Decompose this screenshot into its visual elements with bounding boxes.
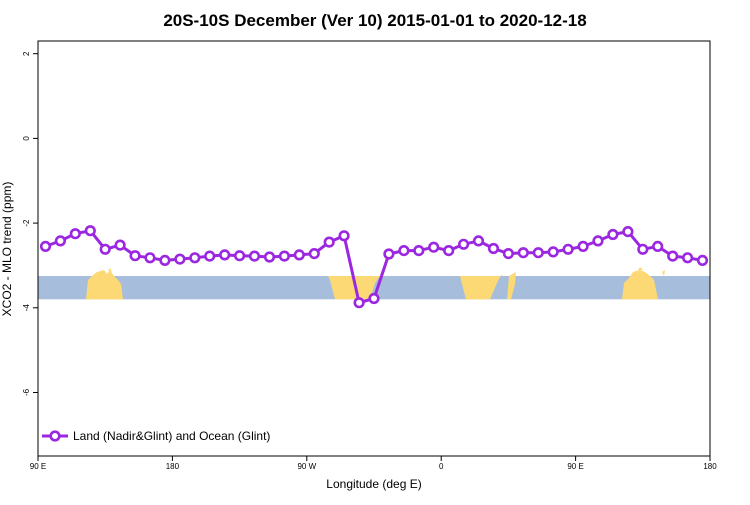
- data-point: [472, 235, 485, 247]
- data-point: [99, 243, 111, 255]
- data-point: [547, 246, 559, 258]
- data-point: [353, 297, 365, 309]
- data-point: [383, 248, 395, 260]
- data-point: [413, 245, 425, 257]
- land-shape: [460, 275, 503, 300]
- data-point: [219, 249, 231, 261]
- plot-frame: [37, 40, 711, 457]
- y-tick-label: -6: [22, 388, 31, 396]
- legend-label: Land (Nadir&Glint) and Ocean (Glint): [73, 429, 270, 443]
- data-point: [487, 242, 500, 255]
- x-tick-label: 180: [703, 462, 717, 471]
- y-tick-label: -2: [22, 219, 31, 227]
- y-tick-label: 2: [22, 51, 31, 56]
- ocean-band: [38, 276, 710, 300]
- data-point: [637, 243, 649, 255]
- chart-title: 20S-10S December (Ver 10) 2015-01-01 to …: [163, 11, 586, 30]
- y-axis: 2 0 -2 -4 -6: [22, 51, 38, 396]
- legend-marker-swatch: [49, 430, 61, 442]
- x-tick-label: 90 E: [30, 462, 46, 471]
- data-point: [502, 248, 515, 260]
- data-point: [174, 253, 186, 265]
- data-point: [622, 226, 634, 238]
- data-point: [308, 248, 320, 260]
- data-point: [696, 254, 709, 267]
- data-point: [443, 245, 455, 257]
- data-point: [577, 240, 589, 252]
- land-shape: [507, 272, 516, 300]
- data-point: [592, 235, 604, 247]
- x-axis: 90 E 180 90 W 0 90 E 180: [30, 456, 717, 471]
- data-point: [278, 250, 291, 262]
- data-point: [234, 250, 246, 262]
- y-tick-label: 0: [22, 136, 31, 141]
- data-point: [428, 241, 440, 253]
- x-axis-label: Longitude (deg E): [326, 477, 421, 491]
- data-point: [681, 252, 694, 264]
- y-tick-label: -4: [22, 304, 31, 312]
- y-axis-label: XCO2 - MLO trend (ppm): [0, 182, 14, 317]
- legend: Land (Nadir&Glint) and Ocean (Glint): [42, 429, 270, 443]
- land-shape: [622, 270, 658, 300]
- data-point: [189, 252, 201, 264]
- data-point: [458, 238, 470, 250]
- data-point: [667, 250, 679, 262]
- data-point: [607, 228, 619, 241]
- data-point: [159, 254, 171, 267]
- data-point: [84, 225, 96, 237]
- data-point: [517, 247, 529, 259]
- data-point: [54, 235, 67, 247]
- data-point: [69, 228, 81, 240]
- data-point: [652, 240, 664, 252]
- data-point: [562, 243, 574, 255]
- x-tick-label: 90 E: [567, 462, 583, 471]
- x-tick-label: 0: [439, 462, 444, 471]
- data-point: [532, 247, 544, 259]
- land-shape: [86, 270, 123, 300]
- data-point: [129, 250, 141, 262]
- data-point: [39, 240, 52, 252]
- land-shape: [108, 268, 112, 272]
- data-point: [293, 249, 305, 261]
- land-shape: [638, 267, 643, 270]
- data-point: [398, 245, 410, 257]
- land-shape: [662, 270, 665, 276]
- x-tick-label: 90 W: [297, 462, 316, 471]
- data-point: [263, 251, 276, 263]
- data-point: [323, 236, 335, 248]
- data-point: [204, 250, 216, 262]
- series-layer: [39, 225, 709, 309]
- data-point: [114, 239, 126, 251]
- data-point: [338, 230, 350, 242]
- x-tick-label: 180: [166, 462, 180, 471]
- data-point: [144, 252, 156, 264]
- data-point: [248, 250, 261, 262]
- data-point: [368, 292, 380, 305]
